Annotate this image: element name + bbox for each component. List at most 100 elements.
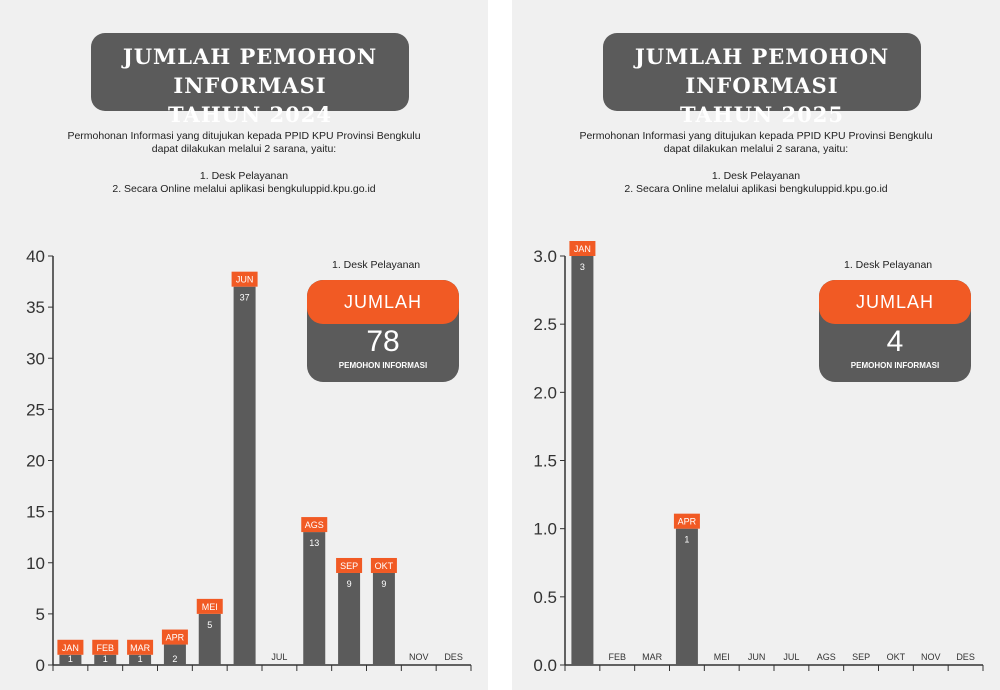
card-label: 1. Desk Pelayanan [332, 259, 421, 271]
bar-value-label: 5 [207, 620, 212, 630]
title-box: JUMLAH PEMOHON INFORMASI TAHUN 2025 [603, 33, 921, 127]
bar-month-tag [370, 557, 397, 573]
bar [198, 613, 221, 665]
y-tick-label: 0.5 [533, 588, 557, 607]
card-caption: PEMOHON INFORMASI [850, 361, 940, 370]
bar-value-label: 1 [103, 654, 108, 664]
y-tick-label: 3.0 [533, 247, 557, 266]
x-category-label: NOV [409, 652, 429, 662]
y-tick-label: 1.0 [533, 520, 557, 539]
bar-value-label: 9 [347, 579, 352, 589]
bar-value-label: 2 [172, 654, 177, 664]
y-tick-label: 2.0 [533, 383, 557, 402]
title-line-2: TAHUN 2024 [168, 102, 332, 127]
bar-month-label: AGS [305, 520, 324, 530]
bar-month-tag [196, 598, 223, 614]
list-item-2: 2. Secara Online melalui aplikasi bengku… [624, 183, 888, 195]
bar [303, 532, 326, 665]
bar-month-label: APR [678, 517, 697, 527]
bar-value-label: 1 [684, 535, 689, 545]
title-line-2: TAHUN 2025 [680, 102, 844, 127]
bar-month-tag [92, 639, 119, 655]
y-tick-label: 20 [26, 452, 45, 471]
title-line-1: JUMLAH PEMOHON INFORMASI [634, 44, 890, 98]
y-tick-label: 30 [26, 349, 45, 368]
bar-month-tag [231, 271, 258, 287]
x-category-label: MEI [714, 652, 730, 662]
bar-value-label: 37 [240, 293, 250, 303]
y-tick-label: 40 [26, 247, 45, 266]
card-header: JUMLAH [819, 280, 971, 324]
x-category-label: FEB [608, 652, 626, 662]
y-tick-label: 25 [26, 400, 45, 419]
bar-value-label: 3 [580, 262, 585, 272]
bar-month-tag [673, 513, 700, 529]
bar-value-label: 13 [309, 538, 319, 548]
x-category-label: DES [956, 652, 975, 662]
card-label: 1. Desk Pelayanan [844, 259, 933, 271]
intro-line-1: Permohonan Informasi yang ditujukan kepa… [67, 130, 421, 142]
bar-month-label: JAN [62, 643, 79, 653]
bar [675, 528, 698, 665]
x-category-label: SEP [852, 652, 870, 662]
bar [571, 256, 594, 665]
intro-line-2: dapat dilakukan melalui 2 sarana, yaitu: [663, 143, 849, 155]
y-tick-label: 0.0 [533, 656, 557, 675]
bar-month-label: MAR [130, 643, 151, 653]
bar-month-label: FEB [96, 643, 114, 653]
y-tick-label: 35 [26, 298, 45, 317]
x-category-label: JUN [748, 652, 766, 662]
x-category-label: JUL [783, 652, 799, 662]
list-item-1: 1. Desk Pelayanan [199, 170, 289, 182]
title-line-1: JUMLAH PEMOHON INFORMASI [122, 44, 378, 98]
bar-value-label: 1 [138, 654, 143, 664]
bar-chart-2024: 0510152025303540JAN1FEB1MAR1APR2MEI5JUN3… [26, 247, 472, 675]
y-tick-label: 15 [26, 503, 45, 522]
bar-month-label: JUN [236, 275, 254, 285]
card-caption: PEMOHON INFORMASI [338, 361, 428, 370]
card-header: JUMLAH [307, 280, 459, 324]
total-card: JUMLAH 78 PEMOHON INFORMASI [307, 280, 459, 382]
x-category-label: AGS [817, 652, 836, 662]
bar-value-label: 9 [381, 579, 386, 589]
bar-chart-2025: 0.0 0.5 1.0 1.5 2.0 2.5 3.0 JAN 3 FEB MAR APR 1 MEI JU… [533, 241, 984, 675]
x-category-label: OKT [887, 652, 906, 662]
y-tick-label: 10 [26, 554, 45, 573]
title-box: JUMLAH PEMOHON INFORMASI TAHUN 2024 [91, 33, 409, 127]
bar-month-label: MEI [202, 602, 218, 612]
bar [163, 644, 186, 665]
intro-line-1: Permohonan Informasi yang ditujukan kepa… [579, 130, 933, 142]
x-category-label: MAR [642, 652, 663, 662]
intro-line-2: dapat dilakukan melalui 2 sarana, yaitu: [151, 143, 337, 155]
bar [129, 654, 152, 665]
bar-month-label: SEP [340, 561, 358, 571]
x-category-label: JUL [271, 652, 287, 662]
list-item-2: 2. Secara Online melalui aplikasi bengku… [112, 183, 376, 195]
bar-month-label: JAN [574, 244, 591, 254]
bar-month-tag [161, 629, 188, 645]
bar [59, 654, 82, 665]
bar-month-tag [336, 557, 363, 573]
panel-2024: JUMLAH PEMOHON INFORMASI TAHUN 2024 Perm… [0, 0, 488, 690]
x-category-label: NOV [921, 652, 941, 662]
panel-2025: JUMLAH PEMOHON INFORMASI TAHUN 2025 Perm… [512, 0, 1000, 690]
list-item-1: 1. Desk Pelayanan [711, 170, 801, 182]
bar [233, 286, 256, 665]
y-tick-label: 2.5 [533, 315, 557, 334]
bar-month-tag [569, 241, 596, 256]
bar-month-tag [301, 517, 328, 533]
bar [94, 654, 117, 665]
bar-month-label: OKT [375, 561, 394, 571]
bar-value-label: 1 [68, 654, 73, 664]
x-category-label: DES [444, 652, 463, 662]
bar-month-tag [57, 639, 84, 655]
y-tick-label: 1.5 [533, 452, 557, 471]
y-tick-label: 0 [36, 656, 45, 675]
bar [338, 572, 361, 665]
card-total: 78 [366, 325, 400, 358]
bar-month-tag [127, 639, 154, 655]
card-total: 4 [886, 325, 904, 358]
bar [372, 572, 395, 665]
bar-month-label: APR [166, 633, 185, 643]
y-tick-label: 5 [36, 605, 45, 624]
